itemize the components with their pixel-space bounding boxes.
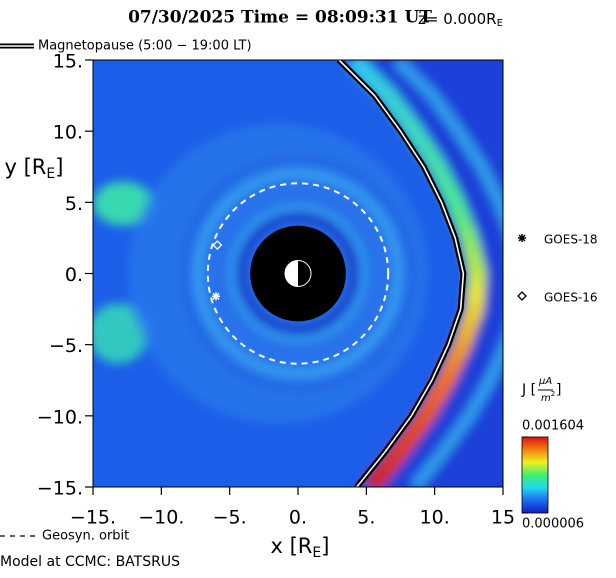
magnetopause-legend: Magnetopause (5:00 − 19:00 LT) — [38, 39, 252, 54]
current-ring — [214, 189, 382, 358]
cb-text: J [ — [521, 382, 536, 398]
satellite-legend: GOES-16 — [544, 291, 598, 305]
colorbar — [521, 436, 549, 514]
x-label-text: x [R — [271, 534, 313, 558]
satellite-marker — [212, 240, 223, 250]
z-text: z= 0.000R — [418, 10, 497, 28]
x-tick-label: −5. — [213, 507, 247, 529]
y-tick-label: −5. — [49, 335, 83, 357]
geosyn-legend: Geosyn. orbit — [42, 529, 129, 544]
left-blob — [93, 303, 148, 364]
y-tick-label: 10. — [53, 122, 83, 144]
cb-end: ] — [556, 382, 561, 398]
y-tick-label: −10. — [37, 406, 83, 428]
colorbar-tick-label: 0.001604 — [522, 419, 584, 434]
geosyn-orbit — [206, 182, 390, 365]
y-tick-label: −15. — [37, 478, 83, 500]
x-tick-label: −15. — [70, 507, 116, 529]
z-label: z= 0.000RE — [418, 10, 503, 30]
current-ring — [229, 205, 367, 342]
x-tick-label: 0. — [289, 507, 307, 529]
plot-area — [93, 60, 503, 487]
cb-sup: 2 — [551, 390, 555, 398]
y-label-end: ] — [55, 155, 63, 179]
left-blob — [93, 181, 153, 226]
x-tick-label: 15 — [491, 507, 515, 529]
earth-dayside — [285, 260, 298, 287]
footer: Model at CCMC: BATSRUS — [0, 554, 180, 570]
satellite-legend-marker — [518, 234, 526, 242]
colorbar-tick-label: 0.000006 — [522, 517, 584, 532]
satellite-marker — [212, 292, 220, 301]
current-ring — [237, 212, 359, 335]
y-label-sub: E — [46, 166, 55, 182]
y-label: y [RE] — [5, 155, 64, 182]
colorbar-label: J [μA m2] — [521, 376, 561, 404]
cb-den: m — [541, 393, 551, 404]
x-label: x [RE] — [271, 534, 330, 561]
current-ring — [180, 155, 416, 392]
x-tick-label: 5. — [357, 507, 375, 529]
x-label-end: ] — [321, 534, 329, 558]
current-ring — [195, 170, 401, 377]
x-tick-label: −10. — [138, 507, 184, 529]
y-tick-label: 5. — [65, 193, 83, 215]
sheath-outer-band — [392, 60, 503, 487]
satellite-legend: GOES-18 — [544, 233, 598, 247]
y-tick-label: 15. — [53, 51, 83, 73]
solar-wind-region — [339, 60, 503, 487]
x-tick-label: 10. — [420, 507, 450, 529]
sheath-band — [346, 60, 487, 487]
y-label-text: y [R — [5, 155, 47, 179]
z-sub: E — [497, 18, 503, 29]
cb-num: μA — [538, 376, 552, 387]
magnetopause — [338, 60, 465, 487]
x-label-sub: E — [312, 545, 321, 561]
y-tick-label: 0. — [65, 264, 83, 286]
satellite-legend-marker — [517, 291, 527, 301]
chart-title: 07/30/2025 Time = 08:09:31 UT — [128, 8, 432, 28]
